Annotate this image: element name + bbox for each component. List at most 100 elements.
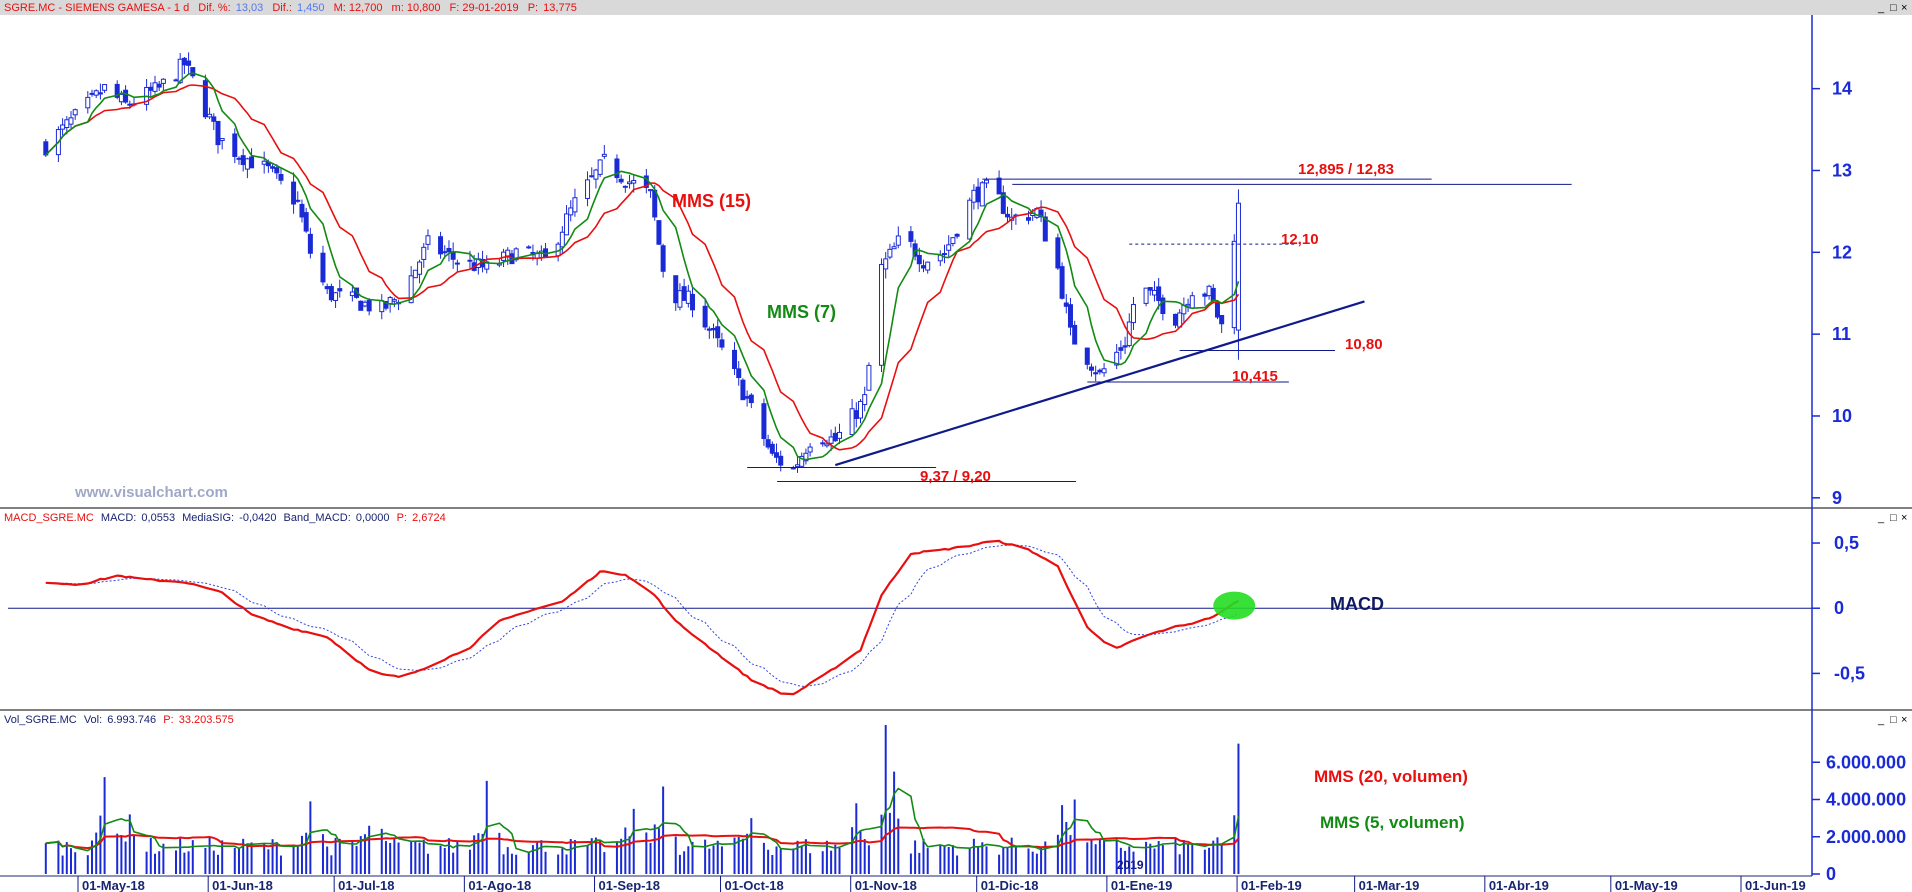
- volume-tick-label: 0: [1826, 864, 1836, 884]
- candle: [160, 78, 166, 92]
- vol-value: 6.993.746: [107, 714, 156, 726]
- candle: [211, 113, 217, 131]
- candle: [1231, 234, 1237, 335]
- dif-value: 1,450: [297, 2, 325, 14]
- volume-bars: [44, 725, 1240, 874]
- x-tick-label: 01-Oct-18: [725, 878, 784, 892]
- candle: [866, 362, 872, 391]
- candle: [1122, 336, 1128, 355]
- candle: [156, 81, 162, 91]
- candle: [1055, 233, 1061, 271]
- x-tick-label: 01-Ene-19: [1111, 878, 1172, 892]
- candle: [295, 191, 301, 203]
- support-annotation: 9,37 / 9,20: [920, 468, 991, 485]
- candle: [803, 448, 809, 465]
- x-tick-label: 01-Jun-19: [1745, 878, 1806, 892]
- candle: [1038, 200, 1044, 223]
- macd-maximize-button[interactable]: □: [1890, 512, 1897, 524]
- band-value-label: Band_MACD:: [284, 512, 351, 524]
- price-tick-label: 14: [1832, 79, 1852, 99]
- vol-mms5-line: [45, 787, 1240, 854]
- x-tick-label: 01-Feb-19: [1241, 878, 1302, 892]
- max-label: M: 12,700: [334, 2, 383, 14]
- vol-p-label: P:: [163, 714, 173, 726]
- level-10415-annotation: 10,415: [1232, 368, 1278, 385]
- candle: [219, 138, 225, 150]
- candle: [1101, 362, 1107, 377]
- candle: [807, 443, 813, 457]
- candle: [765, 434, 771, 450]
- candle: [967, 197, 973, 241]
- candle: [572, 188, 578, 217]
- macd-close-button[interactable]: ×: [1901, 512, 1907, 524]
- candle: [1072, 320, 1078, 345]
- candle: [1147, 287, 1153, 296]
- candle: [879, 258, 885, 373]
- mms15-annotation: MMS (15): [672, 191, 751, 211]
- vol-maximize-button[interactable]: □: [1890, 714, 1897, 726]
- candle: [941, 244, 947, 264]
- dif-label: Dif.:: [272, 2, 292, 14]
- candle: [774, 443, 780, 463]
- vol-close-button[interactable]: ×: [1901, 714, 1907, 726]
- macd-line: [45, 539, 1239, 696]
- candle: [425, 229, 431, 250]
- candle: [715, 319, 721, 348]
- macd-annotation: MACD: [1330, 594, 1384, 614]
- candle: [1004, 206, 1010, 224]
- candle: [307, 227, 313, 259]
- close-button[interactable]: ×: [1901, 2, 1907, 14]
- candle: [249, 148, 255, 169]
- signal-value: -0,0420: [239, 512, 276, 524]
- price-tick-label: 11: [1832, 324, 1851, 344]
- candle: [1042, 211, 1048, 242]
- candle: [895, 226, 901, 249]
- candle: [68, 111, 74, 129]
- volume-window-controls: _ □ ×: [1877, 714, 1907, 726]
- vol-minimize-button[interactable]: _: [1877, 714, 1885, 726]
- min-label: m: 10,800: [392, 2, 441, 14]
- candle: [1067, 297, 1073, 336]
- maximize-button[interactable]: □: [1890, 2, 1897, 14]
- candle: [186, 52, 192, 75]
- candle: [1160, 294, 1166, 321]
- price-panel-header: SGRE.MC - SIEMENS GAMESA - 1 d Dif. %: 1…: [4, 2, 577, 14]
- candle: [85, 91, 91, 114]
- candle: [366, 298, 372, 316]
- price-window-controls: _ □ ×: [1877, 2, 1907, 14]
- candle: [950, 237, 956, 247]
- price-tick-label: 13: [1832, 160, 1852, 180]
- macd-header-label: MACD_SGRE.MC: [4, 512, 94, 524]
- candle: [1156, 277, 1162, 310]
- volume-tick-label: 2.000.000: [1826, 827, 1906, 847]
- minimize-button[interactable]: _: [1877, 2, 1885, 14]
- candle: [740, 378, 746, 401]
- x-tick-label: 01-Dic-18: [981, 878, 1039, 892]
- year-marker: 2019: [1117, 858, 1144, 872]
- mms7-annotation: MMS (7): [767, 302, 836, 322]
- signal-line: [45, 544, 1239, 687]
- candle: [97, 83, 103, 100]
- macd-tick-label: 0,5: [1834, 533, 1859, 553]
- candle: [887, 243, 893, 260]
- candle: [736, 361, 742, 386]
- candle: [1118, 340, 1124, 360]
- price-value: 13,775: [543, 2, 577, 14]
- mms15-line: [45, 84, 1240, 451]
- mms7-line: [45, 72, 1240, 461]
- price-panel-header-bar: [0, 0, 1912, 15]
- candle: [72, 108, 78, 120]
- vol-mms5-annotation: MMS (5, volumen): [1320, 813, 1465, 832]
- candle: [299, 199, 305, 223]
- candle: [799, 452, 805, 468]
- watermark: www.visualchart.com: [74, 484, 228, 501]
- price-tick-label: 9: [1832, 488, 1842, 508]
- macd-minimize-button[interactable]: _: [1877, 512, 1885, 524]
- candle: [614, 154, 620, 184]
- level-1210-annotation: 12,10: [1281, 231, 1319, 248]
- candle: [979, 180, 985, 207]
- volume-tick-label: 6.000.000: [1826, 752, 1906, 772]
- candle: [601, 144, 607, 160]
- candle: [837, 423, 843, 445]
- macd-p-label: P:: [397, 512, 407, 524]
